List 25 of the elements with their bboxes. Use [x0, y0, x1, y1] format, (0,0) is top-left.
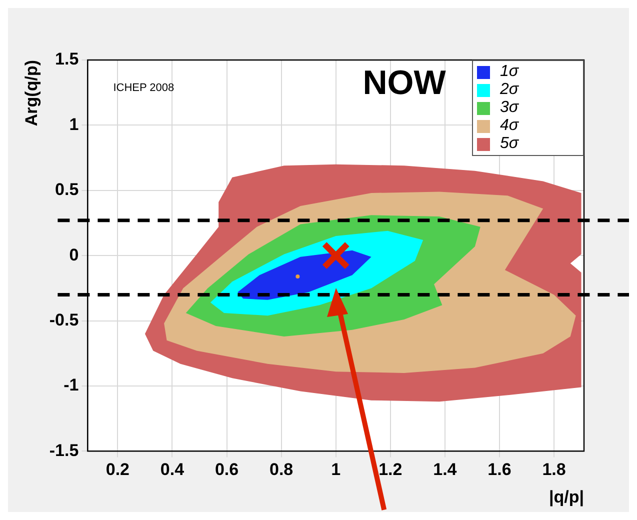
- y-tick-label: 1: [69, 114, 79, 134]
- legend-label: 1σ: [500, 63, 519, 81]
- x-tick-label: 0.6: [214, 460, 239, 480]
- legend-label: 2σ: [500, 81, 519, 99]
- y-tick-label: -1.5: [49, 440, 79, 460]
- y-tick-label: -1: [64, 376, 79, 395]
- y-tick-label: -0.5: [49, 310, 79, 330]
- y-axis-title: Arg(q/p): [22, 60, 41, 126]
- x-tick-label: 1.4: [433, 460, 458, 480]
- y-tick-label: 0: [69, 245, 79, 264]
- legend-label: 4σ: [500, 117, 519, 135]
- x-tick-label: 1.6: [488, 460, 512, 480]
- annotation: ICHEP 2008: [112, 81, 176, 96]
- y-tick-label: 1.5: [55, 50, 79, 69]
- legend-label: 5σ: [500, 135, 519, 153]
- annotation: NOW: [362, 64, 446, 103]
- x-tick-label: 0.8: [269, 460, 294, 480]
- x-tick-label: 0.4: [160, 460, 185, 480]
- x-tick-label: 1.2: [378, 460, 402, 480]
- x-axis-title: |q/p|: [548, 487, 584, 506]
- x-tick-label: 0.2: [106, 460, 130, 480]
- y-tick-label: 0.5: [55, 180, 79, 200]
- legend-label: 3σ: [500, 99, 519, 117]
- x-tick-label: 1.8: [542, 460, 566, 480]
- x-tick-label: 1: [331, 460, 341, 480]
